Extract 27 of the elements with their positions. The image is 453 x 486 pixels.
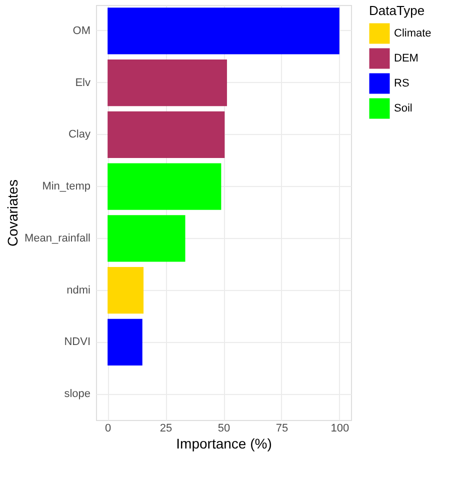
y-tick-label: OM: [72, 24, 90, 37]
x-tick-label: 100: [330, 422, 350, 434]
bar: [108, 163, 222, 210]
legend-label: RS: [394, 78, 410, 90]
x-tick-label: 75: [276, 422, 288, 434]
bar: [108, 8, 340, 54]
bar: [108, 111, 225, 158]
y-tick-label: Elv: [75, 76, 91, 89]
y-tick-label: ndmi: [66, 284, 90, 296]
legend-label: DEM: [394, 52, 418, 64]
y-tick-label: Clay: [68, 128, 91, 141]
bar: [108, 318, 142, 366]
y-tick-label: NDVI: [64, 336, 90, 348]
y-tick-label: slope: [64, 388, 90, 400]
y-tick-label: Mean_rainfall: [24, 232, 90, 244]
legend-label: Climate: [394, 28, 432, 40]
bar: [108, 59, 227, 106]
y-axis-title: Covariates: [4, 180, 20, 246]
y-tick-label: Min_temp: [42, 180, 90, 193]
bar: [108, 266, 144, 314]
x-tick-label: 25: [160, 422, 172, 434]
x-tick-label: 50: [218, 422, 230, 434]
x-tick-label: 0: [105, 422, 112, 434]
legend-label: Soil: [394, 102, 412, 114]
legend-title: DataType: [369, 3, 425, 18]
x-axis-title: Importance (%): [176, 436, 272, 452]
bar: [108, 215, 186, 262]
